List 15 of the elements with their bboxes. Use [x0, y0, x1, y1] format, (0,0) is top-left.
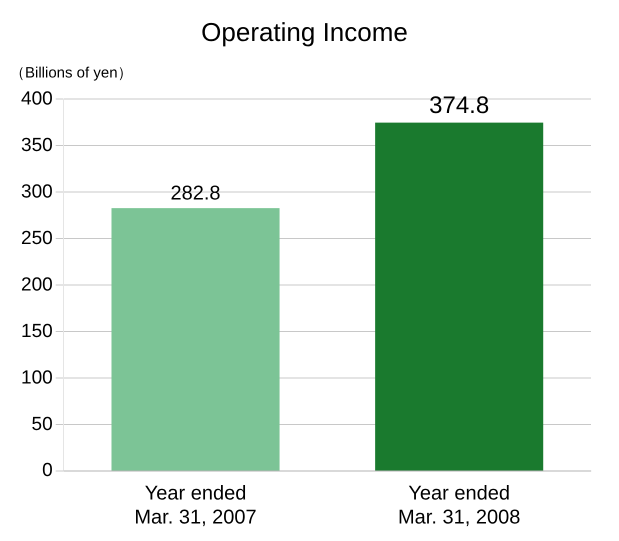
- y-tick-label: 0: [42, 460, 53, 482]
- y-tick-label: 250: [21, 228, 53, 249]
- y-tick-label: 300: [21, 181, 53, 202]
- y-tick-label: 400: [21, 88, 53, 110]
- y-tick-label: 200: [21, 274, 53, 296]
- data-label: 374.8: [429, 92, 490, 120]
- y-tick-label: 100: [21, 367, 53, 388]
- y-axis-title: （Billions of yen）: [10, 64, 133, 82]
- y-tick-label: 350: [21, 134, 53, 156]
- y-tick-label: 50: [32, 414, 53, 435]
- x-tick-label: Year ended Mar. 31, 2008: [398, 482, 520, 529]
- chart-title: Operating Income: [201, 16, 408, 47]
- x-tick-label: Year ended Mar. 31, 2007: [134, 482, 257, 529]
- data-label: 282.8: [170, 182, 221, 205]
- y-tick-label: 150: [21, 320, 53, 342]
